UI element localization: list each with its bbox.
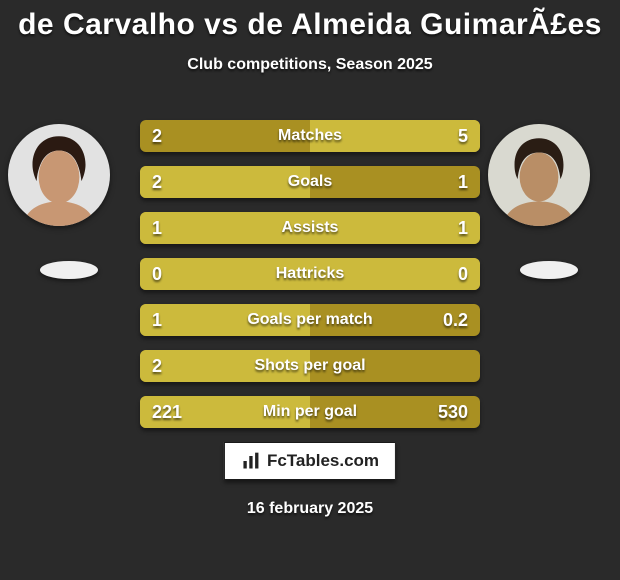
person-icon [8, 124, 110, 226]
person-icon [488, 124, 590, 226]
stat-row: 00Hattricks [140, 258, 480, 290]
stat-label: Min per goal [140, 396, 480, 428]
stat-row: 25Matches [140, 120, 480, 152]
source-logo: FcTables.com [224, 442, 396, 480]
stat-row: 2Shots per goal [140, 350, 480, 382]
stat-row: 21Goals [140, 166, 480, 198]
player-right-avatar [488, 124, 590, 226]
subtitle: Club competitions, Season 2025 [0, 56, 620, 74]
stat-label: Goals [140, 166, 480, 198]
stat-label: Shots per goal [140, 350, 480, 382]
date-label: 16 february 2025 [0, 500, 620, 518]
stat-label: Goals per match [140, 304, 480, 336]
player-left-flag [40, 261, 98, 279]
stat-label: Matches [140, 120, 480, 152]
stat-row: 10.2Goals per match [140, 304, 480, 336]
page-title: de Carvalho vs de Almeida GuimarÃ£es [0, 0, 620, 42]
stats-rows: 25Matches 21Goals 11Assists 00Hattricks 10.2… [140, 120, 480, 442]
comparison-card: de Carvalho vs de Almeida GuimarÃ£es Clu… [0, 0, 620, 580]
stat-row: 221530Min per goal [140, 396, 480, 428]
bar-chart-icon [241, 451, 261, 471]
player-right-flag [520, 261, 578, 279]
player-left-avatar [8, 124, 110, 226]
stat-label: Hattricks [140, 258, 480, 290]
source-logo-text: FcTables.com [267, 451, 379, 471]
stat-row: 11Assists [140, 212, 480, 244]
stat-label: Assists [140, 212, 480, 244]
